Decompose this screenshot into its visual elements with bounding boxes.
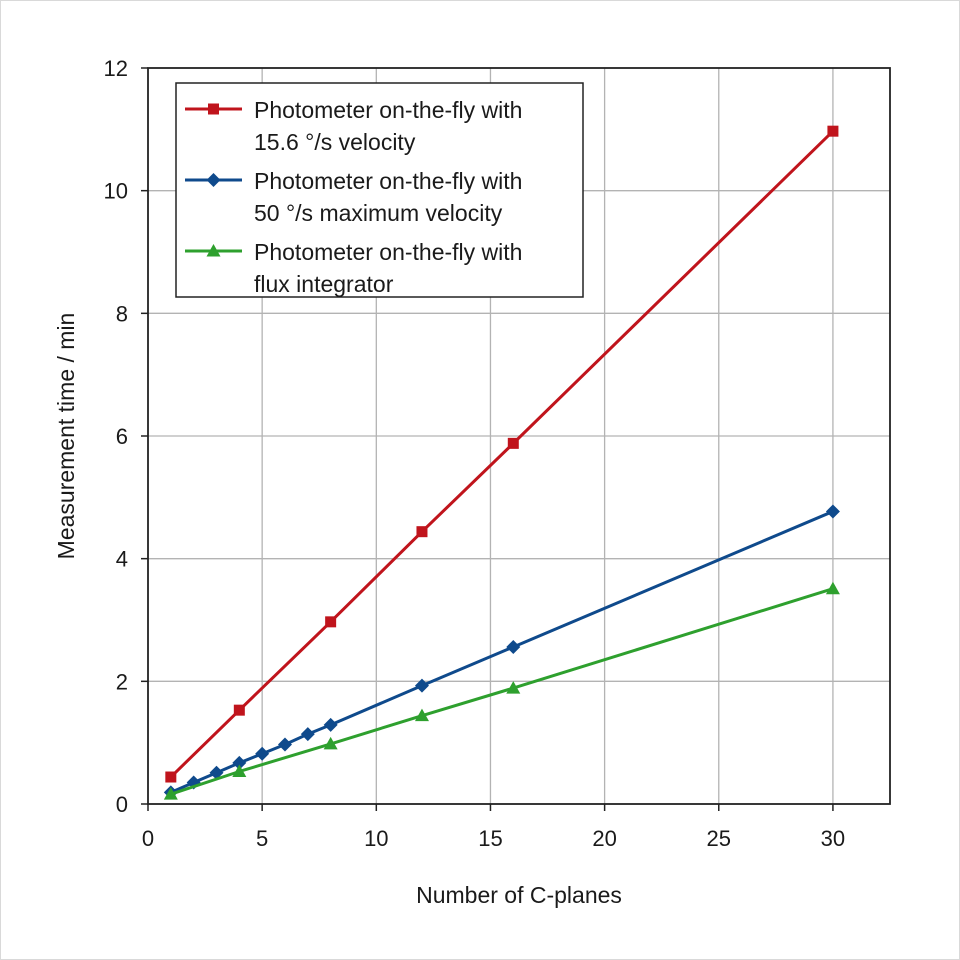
series-0-point-4 bbox=[507, 437, 519, 449]
x-axis-title: Number of C-planes bbox=[416, 882, 622, 908]
legend-label-2-line-0: Photometer on-the-fly with bbox=[254, 239, 522, 265]
series-0-point-3 bbox=[416, 526, 428, 538]
series-2-point-1 bbox=[232, 764, 247, 777]
x-tick-label-3: 15 bbox=[478, 826, 502, 851]
series-0-point-5 bbox=[827, 125, 839, 137]
x-tick-label-5: 25 bbox=[707, 826, 731, 851]
series-2-point-0 bbox=[163, 787, 178, 800]
legend-label-1-line-1: 50 °/s maximum velocity bbox=[254, 200, 503, 226]
x-tick-label-4: 20 bbox=[592, 826, 616, 851]
x-tick-label-0: 0 bbox=[142, 826, 154, 851]
legend-swatch-marker-2 bbox=[206, 244, 221, 257]
x-tick-label-1: 5 bbox=[256, 826, 268, 851]
y-tick-label-1: 2 bbox=[116, 669, 128, 694]
y-tick-label-2: 4 bbox=[116, 547, 128, 572]
legend-label-2-line-1: flux integrator bbox=[254, 271, 394, 297]
legend-label-0-line-1: 15.6 °/s velocity bbox=[254, 129, 416, 155]
series-2-line bbox=[170, 587, 834, 796]
series-1-point-3 bbox=[232, 755, 247, 770]
series-1-point-4 bbox=[255, 746, 270, 761]
series-1-point-10 bbox=[825, 504, 840, 519]
series-0-point-1 bbox=[233, 704, 245, 716]
y-tick-label-5: 10 bbox=[104, 179, 128, 204]
series-1-point-2 bbox=[209, 765, 224, 780]
y-axis-title: Measurement time / min bbox=[53, 313, 79, 560]
legend-label-0-line-0: Photometer on-the-fly with bbox=[254, 97, 522, 123]
series-0-point-2 bbox=[325, 616, 337, 628]
series-2-point-2 bbox=[323, 736, 338, 750]
series-0-line bbox=[169, 130, 834, 779]
y-tick-label-4: 8 bbox=[116, 301, 128, 326]
series-1-point-6 bbox=[300, 727, 315, 742]
legend-label-1-line-0: Photometer on-the-fly with bbox=[254, 168, 522, 194]
series-1-line bbox=[170, 510, 834, 794]
x-tick-label-6: 30 bbox=[821, 826, 845, 851]
series-2-point-4 bbox=[506, 681, 521, 694]
y-tick-label-0: 0 bbox=[116, 792, 128, 817]
series-2-point-3 bbox=[414, 708, 429, 722]
y-tick-label-3: 6 bbox=[116, 424, 128, 449]
series-1-point-9 bbox=[506, 639, 521, 654]
series-1-point-7 bbox=[323, 717, 338, 732]
series-2-point-5 bbox=[825, 581, 840, 595]
legend-box bbox=[175, 82, 584, 298]
x-tick-label-2: 10 bbox=[364, 826, 388, 851]
series-1-point-8 bbox=[414, 678, 429, 693]
y-tick-label-6: 12 bbox=[104, 56, 128, 81]
legend-swatch-marker-0 bbox=[208, 103, 219, 115]
legend-swatch-marker-1 bbox=[206, 173, 221, 187]
series-1-point-5 bbox=[277, 737, 292, 752]
series-0-point-0 bbox=[165, 771, 177, 783]
